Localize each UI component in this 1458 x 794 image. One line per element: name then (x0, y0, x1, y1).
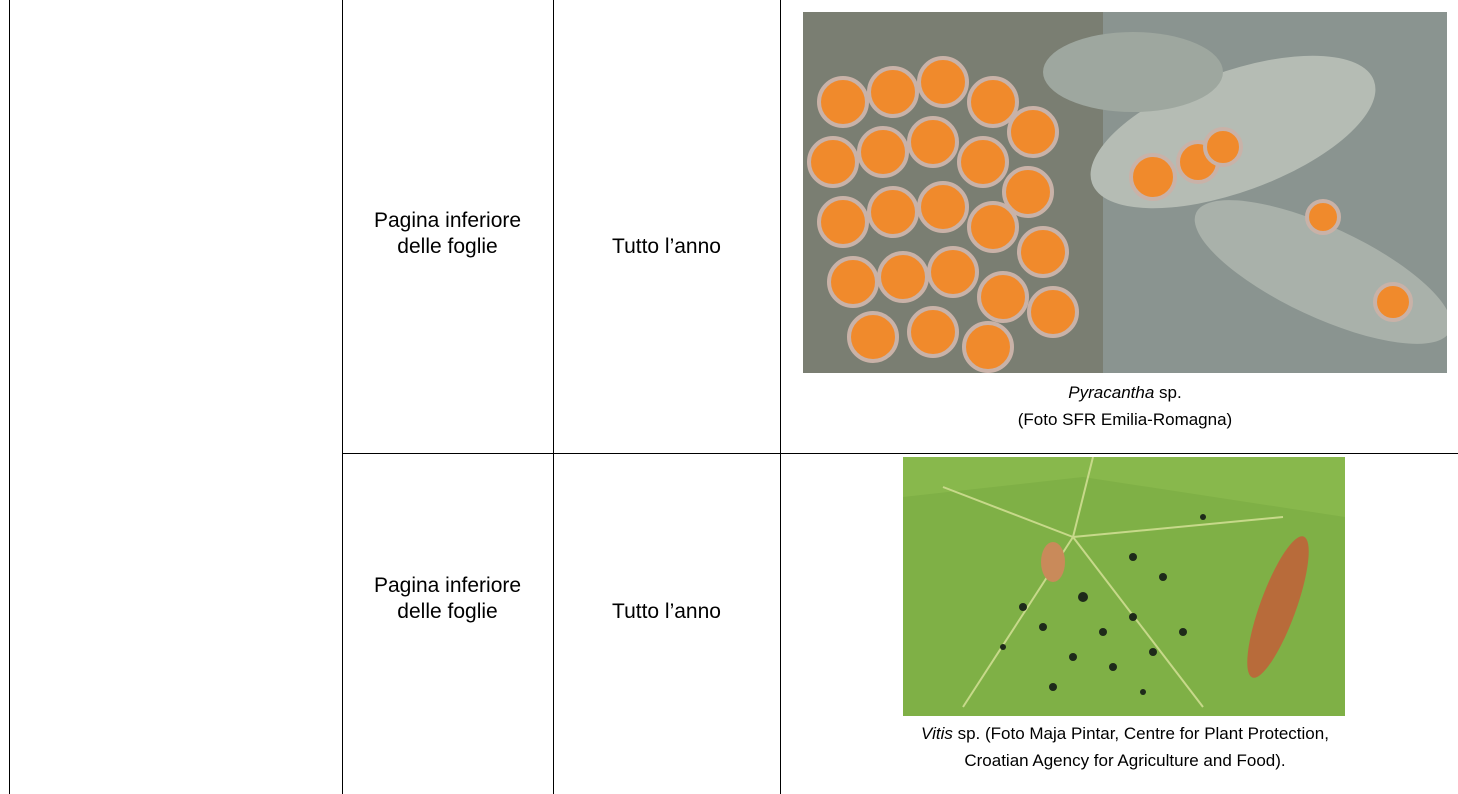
caption-text: sp. (1159, 383, 1182, 402)
location: Pagina inferiore delle foglie (373, 574, 522, 623)
caption: Vitis sp. (Foto Maja Pintar, Centre for … (790, 720, 1458, 774)
caption-text: (Foto SFR Emilia-Romagna) (1017, 410, 1233, 429)
border (342, 453, 1458, 454)
photo (803, 12, 1447, 373)
genus: Pyracantha (1068, 383, 1155, 402)
border (342, 0, 343, 794)
border (780, 0, 781, 794)
caption-text: Croatian Agency for Agriculture and Food… (964, 751, 1286, 770)
genus: Vitis (921, 724, 953, 743)
period: Tutto l’anno (612, 235, 721, 258)
caption: Pyracantha sp. (Foto SFR Emilia-Romagna) (790, 379, 1458, 433)
location: Pagina inferiore delle foglie (373, 209, 522, 258)
photo (903, 457, 1345, 716)
period: Tutto l’anno (612, 600, 721, 623)
border (553, 0, 554, 794)
caption-text: sp. (Foto Maja Pintar, Centre for Plant … (957, 724, 1329, 743)
border (9, 0, 10, 794)
